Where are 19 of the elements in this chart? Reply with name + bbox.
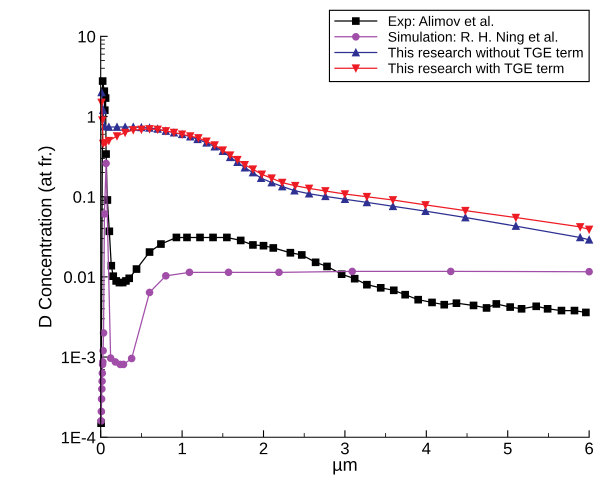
y-tick-label: 1E-4 <box>62 432 96 444</box>
legend-label: This research with TGE term <box>388 63 564 74</box>
y-tick-label: 1E-3 <box>62 351 96 364</box>
y-tick-label: 1 <box>88 111 96 123</box>
y-tick-label: 0.1 <box>73 191 96 203</box>
y-tick-label: 0.01 <box>64 271 96 284</box>
x-tick-label: 6 <box>585 442 594 454</box>
y-tick-label: 10 <box>78 30 96 43</box>
legend-label: Exp: Alimov et al. <box>388 16 494 29</box>
x-tick-label: 2 <box>260 442 268 454</box>
x-axis-title: µm <box>333 461 356 474</box>
x-tick-label: 1 <box>178 442 186 454</box>
legend-label: Simulation: R. H. Ning et al. <box>388 32 558 45</box>
x-tick-label: 3 <box>340 442 349 454</box>
x-tick-label: 0 <box>96 442 105 454</box>
y-axis-title: D Concentration (at fr.) <box>38 146 56 327</box>
x-tick-label: 5 <box>504 442 512 454</box>
legend-label: This research without TGE term <box>388 47 583 58</box>
x-tick-label: 4 <box>422 442 430 454</box>
